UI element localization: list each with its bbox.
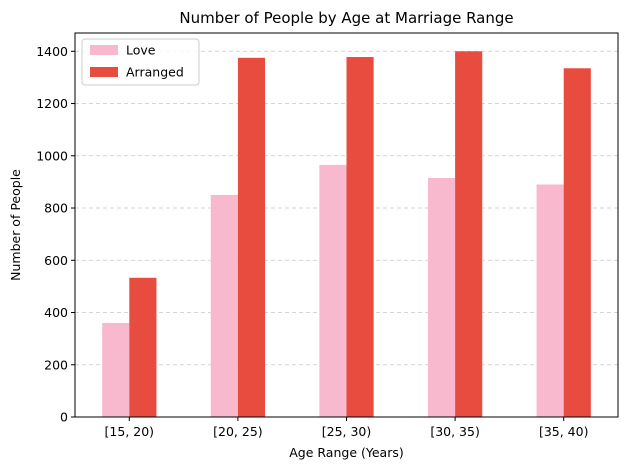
bar-love-0 [102,322,130,417]
bar-arranged-4 [563,68,591,417]
x-axis-label: Age Range (Years) [289,445,403,460]
x-axis-ticks: [15, 20) [20, 25) [25, 30) [30, 35) [35, 40) [105,417,589,439]
x-tick-label: [25, 30) [322,424,372,439]
y-tick-label: 1400 [36,44,68,59]
legend-label-love: Love [126,43,156,58]
bar-love-1 [210,194,238,417]
y-tick-label: 1200 [36,96,68,111]
y-axis-label: Number of People [8,169,23,281]
bar-love-3 [427,177,456,417]
y-tick-label: 800 [44,201,68,216]
bar-love-2 [319,164,347,417]
bar-arranged-0 [129,277,157,417]
x-tick-label: [15, 20) [105,424,155,439]
bars [102,51,591,418]
bar-love-4 [536,184,564,417]
legend: Love Arranged [81,38,200,86]
y-tick-label: 0 [60,410,68,425]
y-tick-label: 1000 [36,148,68,163]
y-tick-label: 600 [44,253,68,268]
x-tick-label: [35, 40) [539,424,589,439]
bar-arranged-3 [455,51,483,418]
y-axis-ticks: 0 200 400 600 800 1000 1200 1400 [36,44,75,425]
bar-arranged-2 [346,57,374,417]
x-tick-label: [20, 25) [213,424,263,439]
legend-swatch-arranged [90,67,118,77]
y-tick-label: 200 [44,357,68,372]
legend-label-arranged: Arranged [126,65,184,80]
chart-title: Number of People by Age at Marriage Rang… [179,9,513,27]
x-tick-label: [30, 35) [430,424,480,439]
y-tick-label: 400 [44,305,68,320]
legend-swatch-love [90,45,118,55]
bar-arranged-1 [237,57,266,418]
